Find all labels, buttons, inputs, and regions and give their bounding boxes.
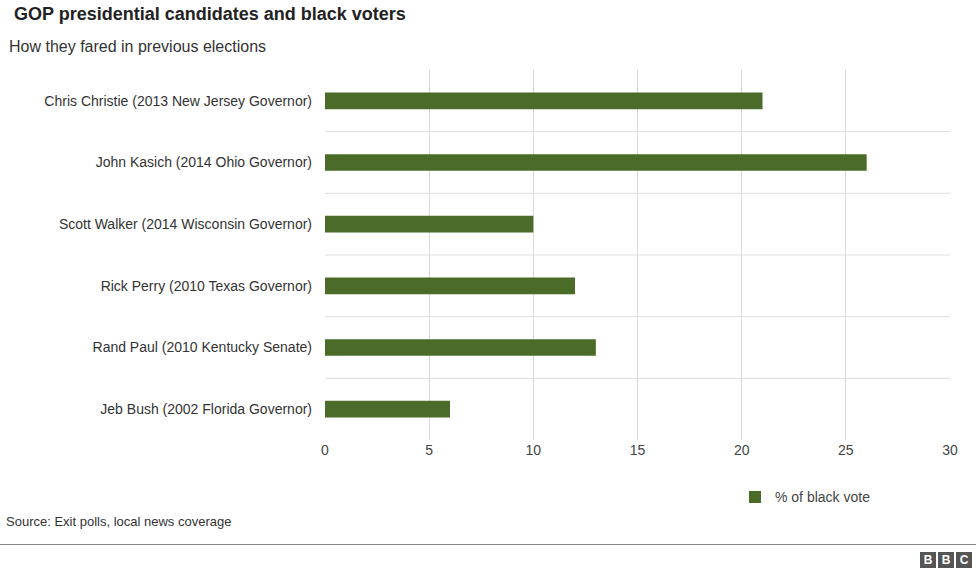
html-text:C: C bbox=[959, 553, 969, 567]
svg-text:20: 20 bbox=[734, 442, 750, 458]
svg-text:25: 25 bbox=[838, 442, 854, 458]
svg-text:5: 5 bbox=[425, 442, 433, 458]
html-text:GOP presidential candidates an: GOP presidential candidates and black vo… bbox=[14, 4, 406, 24]
svg-text:Rick Perry (2010 Texas Governo: Rick Perry (2010 Texas Governor) bbox=[101, 278, 312, 294]
html-text:How they fared in previous ele: How they fared in previous elections bbox=[9, 38, 266, 55]
svg-text:% of black vote: % of black vote bbox=[775, 489, 870, 505]
svg-text:30: 30 bbox=[942, 442, 958, 458]
svg-text:Jeb Bush (2002 Florida Governo: Jeb Bush (2002 Florida Governor) bbox=[100, 401, 312, 417]
html-text:Source: Exit polls, local news: Source: Exit polls, local news coverage bbox=[6, 514, 232, 529]
svg-text:15: 15 bbox=[630, 442, 646, 458]
html-text:B: B bbox=[923, 553, 933, 567]
svg-text:Scott Walker (2014 Wisconsin G: Scott Walker (2014 Wisconsin Governor) bbox=[59, 216, 312, 232]
html-text:B: B bbox=[941, 553, 951, 567]
svg-text:10: 10 bbox=[526, 442, 542, 458]
svg-text:Chris Christie (2013 New Jerse: Chris Christie (2013 New Jersey Governor… bbox=[44, 93, 312, 109]
svg-text:0: 0 bbox=[321, 442, 329, 458]
svg-text:John Kasich (2014 Ohio Governo: John Kasich (2014 Ohio Governor) bbox=[96, 154, 312, 170]
svg-text:Rand Paul (2010 Kentucky Senat: Rand Paul (2010 Kentucky Senate) bbox=[93, 339, 312, 355]
